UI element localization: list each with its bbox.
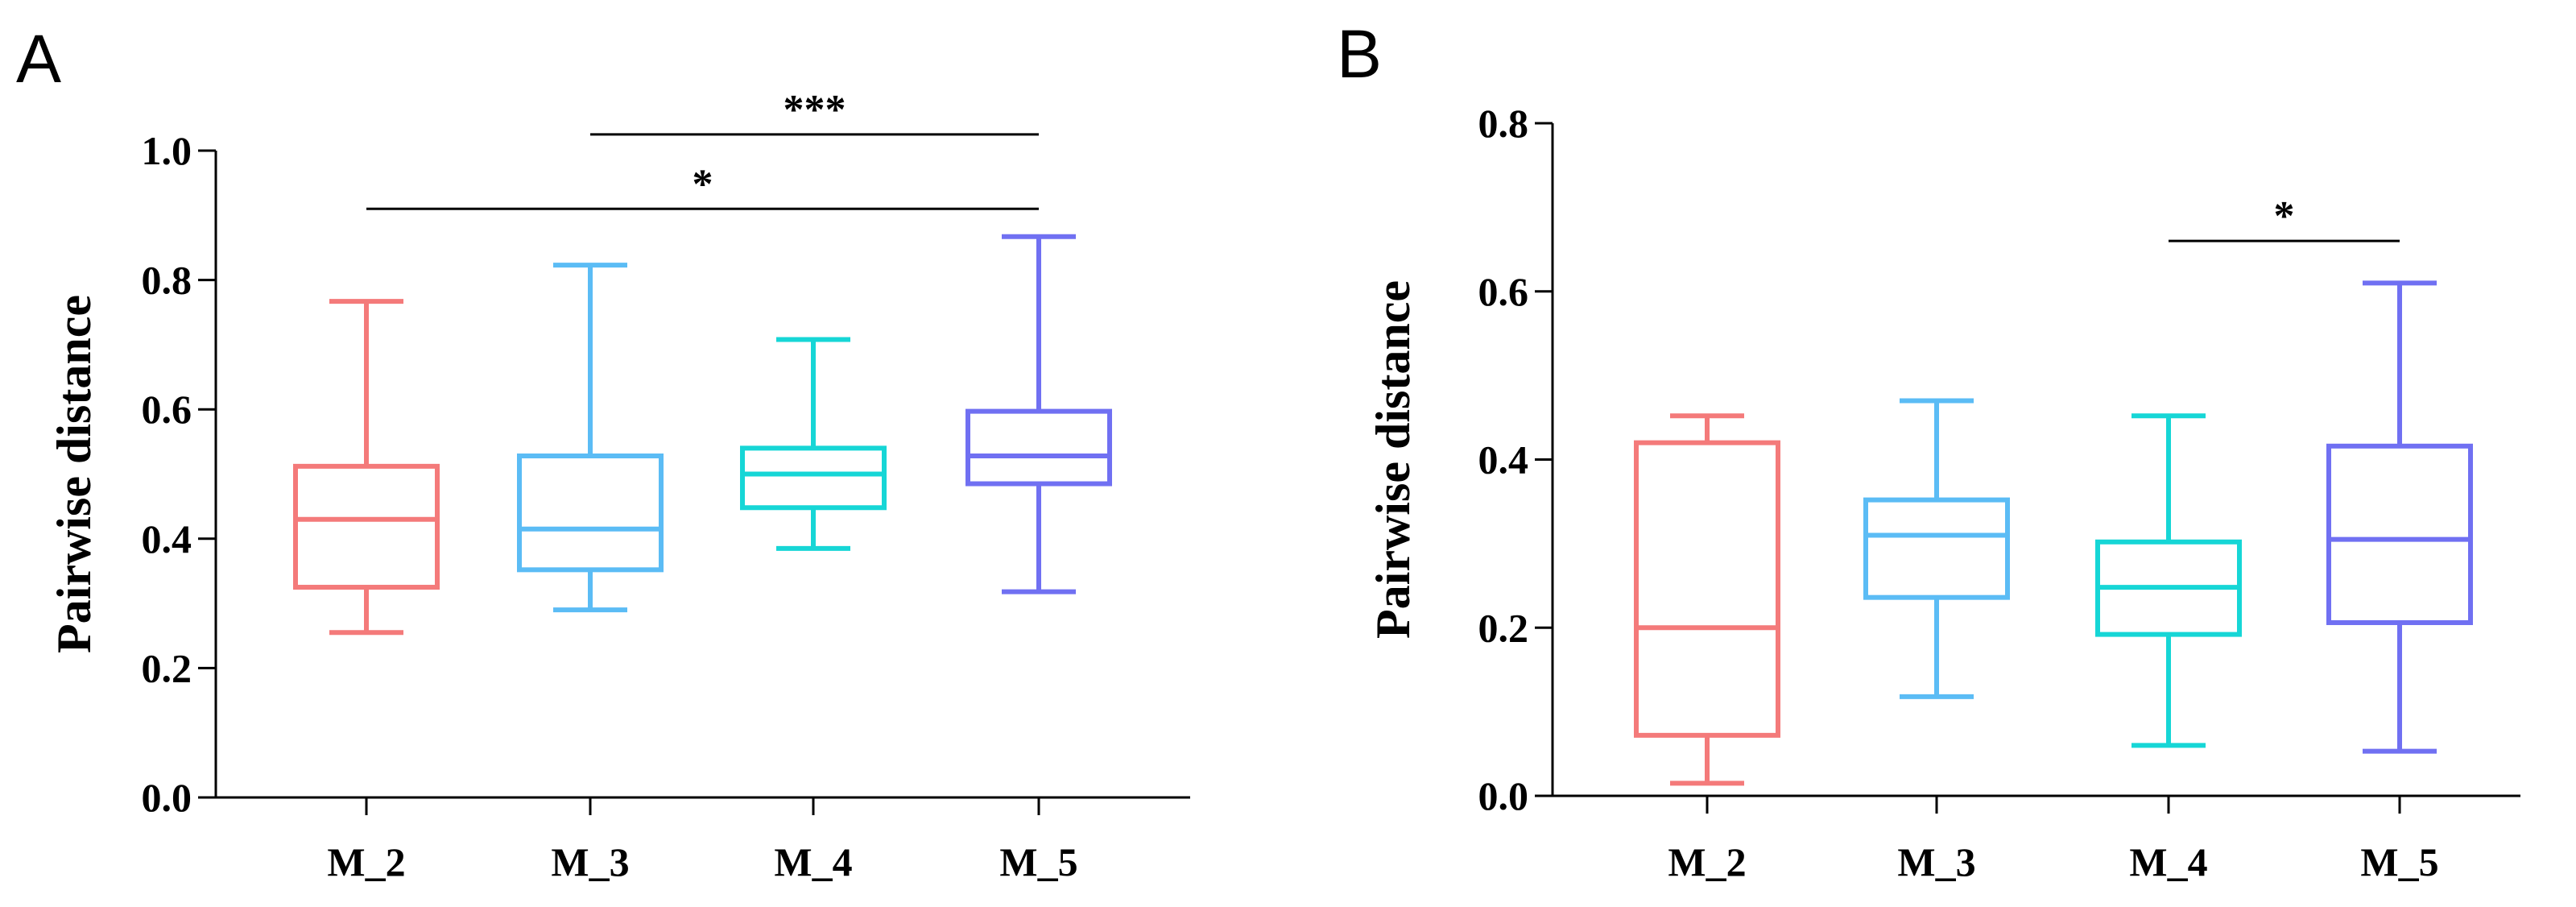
x-tick-label: M_2 <box>327 839 405 884</box>
panel-label-a: A <box>16 21 61 97</box>
box-m-5 <box>965 234 1112 594</box>
y-tick-label: 0.4 <box>142 516 192 561</box>
y-tick-label: 0.0 <box>142 775 192 820</box>
y-tick-label: 0.8 <box>142 258 192 303</box>
box-iqr <box>740 445 887 511</box>
y-tick-label: 0.6 <box>1478 269 1529 314</box>
significance-label: *** <box>784 87 846 133</box>
significance-label: * <box>2274 193 2295 239</box>
y-tick-label: 1.0 <box>142 128 192 173</box>
box-iqr <box>1863 497 2010 600</box>
x-tick-label: M_3 <box>1897 839 1975 884</box>
box-m-4 <box>740 337 887 551</box>
y-tick-label: 0.4 <box>1478 437 1529 482</box>
box-iqr <box>965 408 1112 487</box>
y-tick-label: 0.0 <box>1478 773 1529 818</box>
y-tick-label: 0.2 <box>1478 605 1529 650</box>
box-m-5 <box>2326 280 2473 754</box>
box-iqr <box>2326 443 2473 625</box>
x-tick-label: M_5 <box>2360 839 2438 884</box>
panel-label-b: B <box>1337 16 1382 92</box>
x-tick-label: M_2 <box>1668 839 1746 884</box>
box-m-2 <box>293 299 440 636</box>
y-tick-label: 0.2 <box>142 645 192 690</box>
box-m-2 <box>1634 413 1780 786</box>
box-m-3 <box>1863 398 2010 699</box>
y-tick-label: 0.6 <box>142 387 192 432</box>
box-m-4 <box>2095 413 2242 748</box>
x-tick-label: M_4 <box>774 839 852 884</box>
box-m-3 <box>517 263 664 613</box>
box-iqr <box>1634 440 1780 738</box>
x-tick-label: M_3 <box>551 839 629 884</box>
box-iqr <box>293 463 440 590</box>
box-iqr <box>517 454 664 573</box>
y-axis-title: Pairwise distance <box>1367 280 1420 639</box>
x-tick-label: M_5 <box>999 839 1077 884</box>
x-tick-label: M_4 <box>2129 839 2207 884</box>
y-tick-label: 0.8 <box>1478 101 1529 146</box>
chart-panel-a: 0.0 0.2 0.4 0.6 0.8 1.0 Pairwise distance M_2 M_… <box>48 87 1190 884</box>
chart-panel-b: 0.0 0.2 0.4 0.6 0.8 Pairwise distance M_2 M_3 M_… <box>1367 101 2520 884</box>
significance-label: * <box>693 161 713 207</box>
y-axis-title: Pairwise distance <box>48 295 101 653</box>
